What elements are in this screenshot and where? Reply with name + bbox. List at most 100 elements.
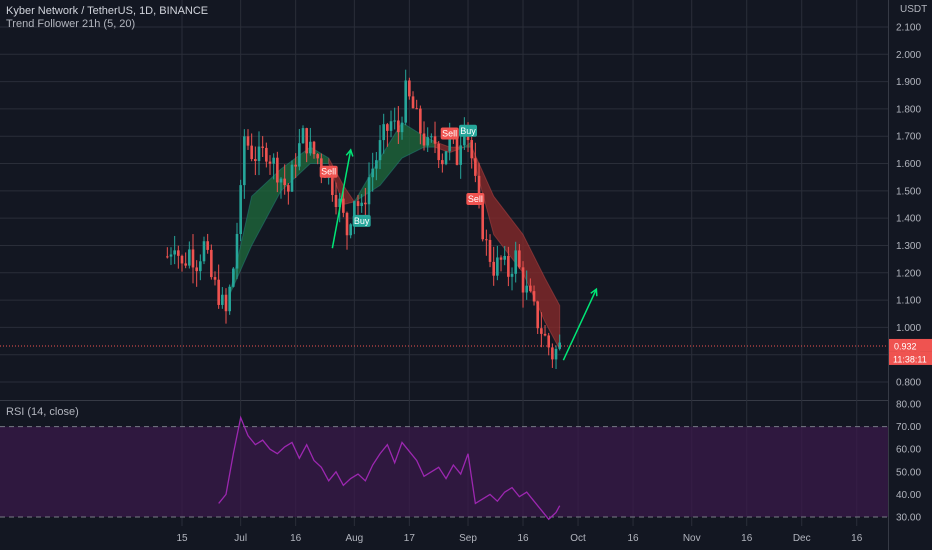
candle-up [353,201,356,225]
arrow-shaft [331,149,352,249]
price-tick-label: 1.200 [896,268,921,279]
candle-down [532,291,536,302]
candle-down [521,267,525,293]
time-tick-label: Aug [345,533,363,544]
candle-up [228,286,231,312]
signal-badge-label: Sell [321,167,336,177]
cloud-bearish [328,157,356,206]
candle-up [393,120,396,122]
candle-down [474,158,477,176]
candle-down [551,347,554,360]
candle-down [422,133,426,146]
candle-down [470,140,473,159]
candle-up [360,202,363,206]
candle-up [375,160,378,169]
candle-up [298,143,301,167]
candle-up [389,121,393,131]
candle-down [543,333,547,336]
rsi-series [218,415,561,521]
candle-up [404,80,407,123]
candle-down [441,160,444,165]
candle-down [481,201,484,240]
candle-down [518,250,521,268]
candle-down [411,96,415,109]
candle-up [169,254,173,257]
time-tick-label: 16 [851,533,863,544]
forecast-arrows [331,148,598,361]
candle-down [477,175,481,202]
price-tick-label: 1.800 [896,104,921,115]
candle-down [224,294,228,312]
candle-down [488,239,492,262]
currency-label: USDT [900,4,928,15]
candle-up [232,268,235,287]
price-axis[interactable]: 2.100 2.000 1.900 1.800 1.700 1.600 1.500 1.400… [896,23,921,389]
time-axis[interactable]: 15 Jul 16 Aug 17 Sep 16 Oct 16 Nov 16 Dec 16 [176,533,862,544]
candle-up [279,178,283,183]
time-tick-label: 15 [176,533,188,544]
time-tick-label: 17 [404,533,416,544]
candle-down [217,279,220,305]
candle-down [250,145,253,160]
candle-down [213,277,217,280]
candle-up [514,250,517,274]
time-tick-label: 16 [517,533,529,544]
candle-up [367,177,371,205]
signal-badge-box [466,193,485,206]
candle-up [188,249,191,266]
countdown-value: 11:38:11 [893,354,927,364]
candle-down [492,261,495,276]
candle-up [239,185,242,234]
candle-down [356,201,360,206]
signal-badge-box [319,165,338,178]
candles [166,69,562,369]
sell-signal-badge: Sell [319,165,338,178]
candle-down [364,202,367,205]
candle-down [437,143,440,161]
arrow-head [590,287,598,297]
buy-signal-badge: Buy [459,124,478,137]
candle-down [455,137,459,165]
candle-down [283,178,286,186]
candle-down [485,239,488,241]
candle-up [272,157,275,164]
candle-up [173,250,176,255]
time-tick-label: Dec [793,533,811,544]
candle-up [448,130,451,152]
price-tick-label: 1.600 [896,159,921,170]
rsi-tick-label: 40.00 [896,490,921,501]
candle-up [496,257,499,276]
candle-up [554,348,558,360]
candle-down [316,154,319,159]
price-tick-label: 1.300 [896,241,921,252]
rsi-overbought-oversold-band [0,426,888,517]
candle-down [433,136,437,144]
rsi-axis[interactable]: 80.00 70.00 60.00 50.00 40.00 30.00 [896,400,921,524]
candle-up [349,224,352,236]
candle-down [386,124,389,131]
sell-signal-badge: Sell [440,127,459,140]
candle-down [547,335,550,348]
signal-badge-box [459,124,478,137]
candle-down [287,185,290,192]
candle-up [257,146,261,161]
candle-down [507,255,510,277]
candle-up [301,128,305,144]
candle-down [305,128,308,154]
trend-cloud [229,121,561,350]
time-tick-label: 16 [290,533,302,544]
candle-up [400,122,404,133]
rsi-line [218,415,561,521]
candle-up [444,151,448,165]
candle-up [309,141,312,154]
price-tick-label: 1.100 [896,296,921,307]
sell-signal-badge: Sell [466,193,485,206]
candle-up [430,136,433,138]
candle-up [510,273,514,277]
candle-down [342,198,345,213]
candle-up [558,342,562,349]
candle-down [294,164,297,167]
candle-up [382,124,385,141]
